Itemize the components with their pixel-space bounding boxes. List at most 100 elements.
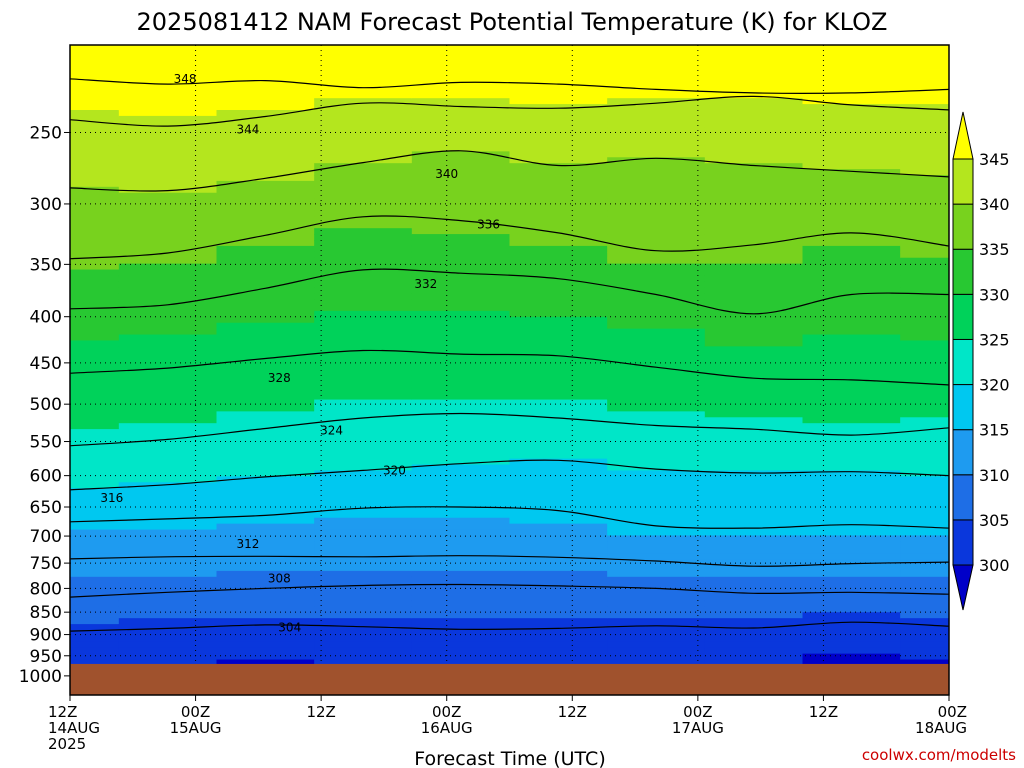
fill-cell — [900, 127, 949, 135]
fill-cell — [314, 417, 413, 424]
fill-cell — [802, 470, 901, 477]
fill-cell — [704, 240, 804, 247]
fill-cell — [704, 364, 804, 371]
fill-cell — [118, 180, 218, 188]
fill-cell — [509, 488, 608, 495]
fill-cell — [216, 186, 315, 194]
fill-cell — [704, 328, 804, 336]
fill-cell — [509, 476, 608, 483]
fill-cell — [70, 86, 120, 93]
fill-cell — [802, 62, 901, 70]
fill-cell — [411, 240, 511, 247]
fill-cell — [607, 50, 706, 58]
fill-cell — [118, 529, 218, 537]
fill-cell — [509, 393, 608, 401]
fill-cell — [704, 476, 804, 483]
fill-cell — [314, 204, 413, 212]
fill-cell — [704, 630, 804, 637]
contour-fill-layer — [70, 45, 949, 695]
fill-cell — [607, 340, 706, 347]
fill-cell — [411, 659, 511, 667]
fill-cell — [70, 464, 120, 472]
fill-cell — [70, 92, 120, 99]
colorbar-label: 330 — [979, 285, 1010, 304]
fill-cell — [900, 488, 949, 495]
fill-cell — [118, 647, 218, 655]
fill-cell — [900, 180, 949, 188]
fill-cell — [900, 50, 949, 58]
fill-cell — [802, 145, 901, 152]
fill-cell — [411, 370, 511, 377]
fill-cell — [900, 612, 949, 619]
fill-cell — [216, 535, 315, 542]
fill-cell — [509, 210, 608, 217]
fill-cell — [607, 423, 706, 430]
fill-cell — [509, 647, 608, 655]
fill-cell — [314, 393, 413, 401]
fill-cell — [411, 192, 511, 200]
fill-cell — [802, 647, 901, 655]
fill-cell — [704, 145, 804, 152]
fill-cell — [216, 293, 315, 300]
fill-cell — [509, 446, 608, 454]
fill-cell — [314, 322, 413, 330]
fill-cell — [900, 600, 949, 607]
fill-cell — [216, 98, 315, 105]
y-tick-label: 1000 — [19, 667, 62, 687]
fill-cell — [314, 198, 413, 206]
fill-cell — [704, 547, 804, 554]
fill-cell — [314, 541, 413, 548]
fill-cell — [70, 115, 120, 123]
fill-cell — [314, 464, 413, 472]
fill-cell — [314, 145, 413, 152]
fill-cell — [704, 600, 804, 607]
fill-cell — [704, 62, 804, 70]
fill-cell — [70, 110, 120, 117]
fill-cell — [802, 505, 901, 513]
fill-cell — [607, 151, 706, 158]
fill-cell — [607, 399, 706, 407]
fill-cell — [118, 86, 218, 93]
fill-cell — [70, 50, 120, 58]
fill-cell — [411, 169, 511, 176]
fill-cell — [900, 464, 949, 472]
fill-cell — [704, 316, 804, 324]
fill-cell — [509, 204, 608, 212]
fill-cell — [314, 352, 413, 359]
fill-cell — [607, 98, 706, 105]
fill-cell — [704, 588, 804, 596]
fill-cell — [509, 399, 608, 407]
fill-cell — [802, 529, 901, 537]
plot-frame — [69, 44, 950, 696]
colorbar-swatch — [952, 519, 974, 566]
fill-cell — [216, 169, 315, 176]
fill-cell — [509, 163, 608, 170]
fill-cell — [509, 175, 608, 182]
contour-label-348: 348 — [174, 72, 197, 86]
fill-cell — [704, 582, 804, 590]
fill-cell — [216, 74, 315, 82]
x-tick-label: 00Z — [683, 703, 712, 721]
fill-cell — [216, 423, 315, 430]
fill-cell — [509, 192, 608, 200]
fill-cell — [411, 517, 511, 525]
x-axis-title: Forecast Time (UTC) — [414, 748, 605, 768]
fill-cell — [314, 411, 413, 418]
fill-cell — [607, 62, 706, 70]
fill-cell — [607, 523, 706, 531]
fill-cell — [70, 275, 120, 282]
fill-cell — [704, 169, 804, 176]
fill-cell — [70, 210, 120, 217]
fill-cell — [607, 494, 706, 501]
fill-cell — [216, 139, 315, 147]
fill-cell — [70, 316, 120, 324]
fill-cell — [704, 216, 804, 223]
fill-cell — [411, 145, 511, 152]
fill-cell — [216, 494, 315, 501]
colorbar-label: 340 — [979, 195, 1010, 214]
fill-cell — [216, 505, 315, 513]
fill-cell — [314, 470, 413, 477]
fill-cell — [70, 576, 120, 584]
isentrope-lines — [70, 78, 949, 632]
fill-cell — [314, 127, 413, 135]
